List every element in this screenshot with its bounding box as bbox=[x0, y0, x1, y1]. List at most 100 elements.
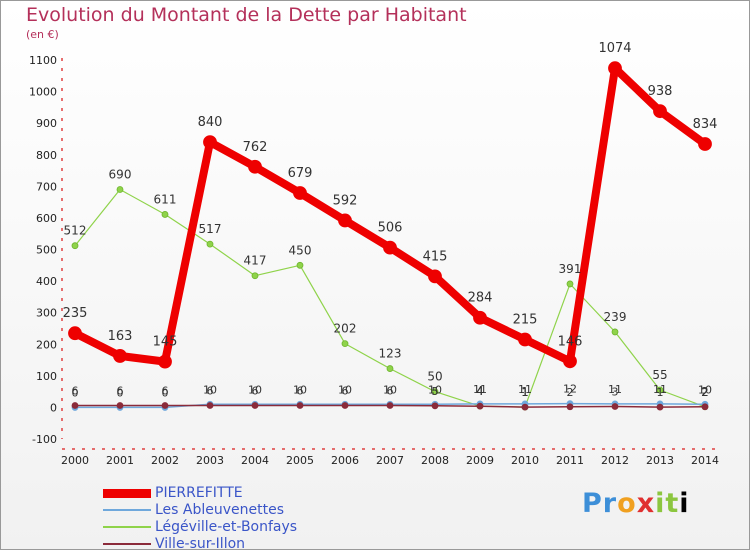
logo-letter: o bbox=[617, 488, 637, 519]
data-label: 11 bbox=[608, 383, 622, 396]
data-point bbox=[113, 349, 127, 363]
logo-letter: r bbox=[602, 488, 618, 519]
y-tick-label: 900 bbox=[36, 117, 57, 130]
data-label: 611 bbox=[154, 192, 177, 206]
data-label: 239 bbox=[604, 310, 627, 324]
x-tick-label: 2008 bbox=[421, 454, 449, 467]
data-label: 1074 bbox=[598, 41, 631, 56]
data-point bbox=[428, 269, 442, 284]
data-label: 10 bbox=[383, 383, 397, 396]
data-label: 3 bbox=[612, 385, 619, 398]
data-point bbox=[203, 135, 217, 150]
data-label: 938 bbox=[648, 84, 673, 99]
data-label: 215 bbox=[513, 313, 538, 328]
y-tick-label: 1000 bbox=[29, 86, 57, 99]
data-label: 6 bbox=[297, 385, 304, 398]
data-label: 415 bbox=[423, 249, 448, 264]
data-label: 11 bbox=[518, 383, 532, 396]
data-label: 202 bbox=[334, 322, 357, 336]
data-point bbox=[521, 403, 529, 411]
data-point bbox=[341, 340, 349, 348]
data-point bbox=[158, 354, 172, 369]
data-point bbox=[431, 402, 439, 410]
data-point bbox=[251, 402, 259, 409]
data-point bbox=[518, 332, 532, 347]
data-point bbox=[293, 186, 307, 200]
data-label: 6 bbox=[342, 385, 349, 398]
data-label: 506 bbox=[378, 221, 403, 236]
logo-letter: t bbox=[665, 488, 680, 519]
data-point bbox=[566, 280, 574, 288]
data-point bbox=[611, 403, 619, 410]
y-tick-label: 600 bbox=[36, 212, 57, 225]
logo-letter: i bbox=[655, 488, 666, 519]
x-tick-label: 2004 bbox=[241, 454, 269, 467]
data-label: 6 bbox=[162, 385, 169, 398]
data-point bbox=[386, 402, 394, 409]
data-label: 146 bbox=[558, 334, 583, 349]
x-tick-label: 2006 bbox=[331, 454, 359, 467]
x-tick-label: 2007 bbox=[376, 454, 404, 467]
data-point bbox=[296, 402, 304, 409]
data-point bbox=[338, 213, 352, 228]
data-label: 6 bbox=[207, 385, 214, 398]
data-label: 391 bbox=[559, 262, 582, 276]
x-tick-label: 2010 bbox=[511, 454, 539, 467]
data-label: 840 bbox=[198, 115, 223, 130]
data-label: 2 bbox=[567, 386, 574, 399]
y-tick-label: 800 bbox=[36, 149, 57, 162]
data-point bbox=[566, 403, 574, 411]
y-tick-label: 100 bbox=[36, 370, 57, 383]
data-label: 6 bbox=[72, 385, 79, 398]
data-point bbox=[206, 402, 214, 409]
data-point bbox=[341, 402, 349, 409]
data-label: 163 bbox=[108, 329, 133, 344]
data-label: 592 bbox=[333, 193, 358, 208]
data-point bbox=[206, 240, 214, 248]
proxiti-logo: Proxiti bbox=[582, 488, 690, 519]
data-label: 1 bbox=[522, 386, 529, 399]
data-label: 11 bbox=[653, 383, 667, 396]
data-label: 6 bbox=[252, 385, 259, 398]
data-label: 517 bbox=[199, 222, 222, 236]
data-point bbox=[68, 326, 82, 341]
data-label: 123 bbox=[379, 347, 402, 361]
data-label: 12 bbox=[563, 383, 577, 396]
data-label: 145 bbox=[153, 335, 178, 350]
data-point bbox=[698, 137, 712, 151]
legend-label: Ville-sur-Illon bbox=[155, 536, 246, 552]
data-label: 679 bbox=[288, 166, 313, 181]
x-tick-label: 2001 bbox=[106, 454, 134, 467]
data-point bbox=[473, 310, 487, 325]
data-label: 450 bbox=[289, 243, 312, 257]
data-label: 4 bbox=[477, 385, 484, 398]
data-point bbox=[251, 272, 259, 280]
data-label: 4 bbox=[476, 384, 484, 398]
y-tick-label: 400 bbox=[36, 275, 57, 288]
data-point bbox=[386, 365, 394, 372]
data-point bbox=[161, 402, 169, 409]
y-tick-label: -100 bbox=[32, 433, 57, 446]
chart-subtitle: (en €) bbox=[26, 28, 59, 41]
data-label: 10 bbox=[293, 383, 307, 396]
legend-label: Légéville-et-Bonfays bbox=[155, 519, 298, 535]
y-tick-label: 0 bbox=[50, 401, 57, 414]
y-tick-label: 500 bbox=[36, 244, 57, 257]
logo-letter: x bbox=[636, 488, 656, 519]
data-point bbox=[71, 242, 79, 250]
x-tick-label: 2013 bbox=[646, 454, 674, 467]
y-tick-label: 700 bbox=[36, 180, 57, 193]
data-label: 417 bbox=[244, 254, 267, 268]
x-tick-label: 2003 bbox=[196, 454, 224, 467]
data-label: 0 bbox=[162, 386, 169, 399]
legend-label: PIERREFITTE bbox=[155, 485, 243, 501]
data-label: 55 bbox=[652, 368, 667, 382]
data-label: 10 bbox=[248, 383, 262, 396]
data-label: 834 bbox=[693, 117, 718, 132]
data-point bbox=[161, 211, 169, 218]
data-label: 50 bbox=[427, 370, 442, 384]
y-tick-label: 300 bbox=[36, 307, 57, 320]
data-label: 10 bbox=[203, 383, 217, 396]
